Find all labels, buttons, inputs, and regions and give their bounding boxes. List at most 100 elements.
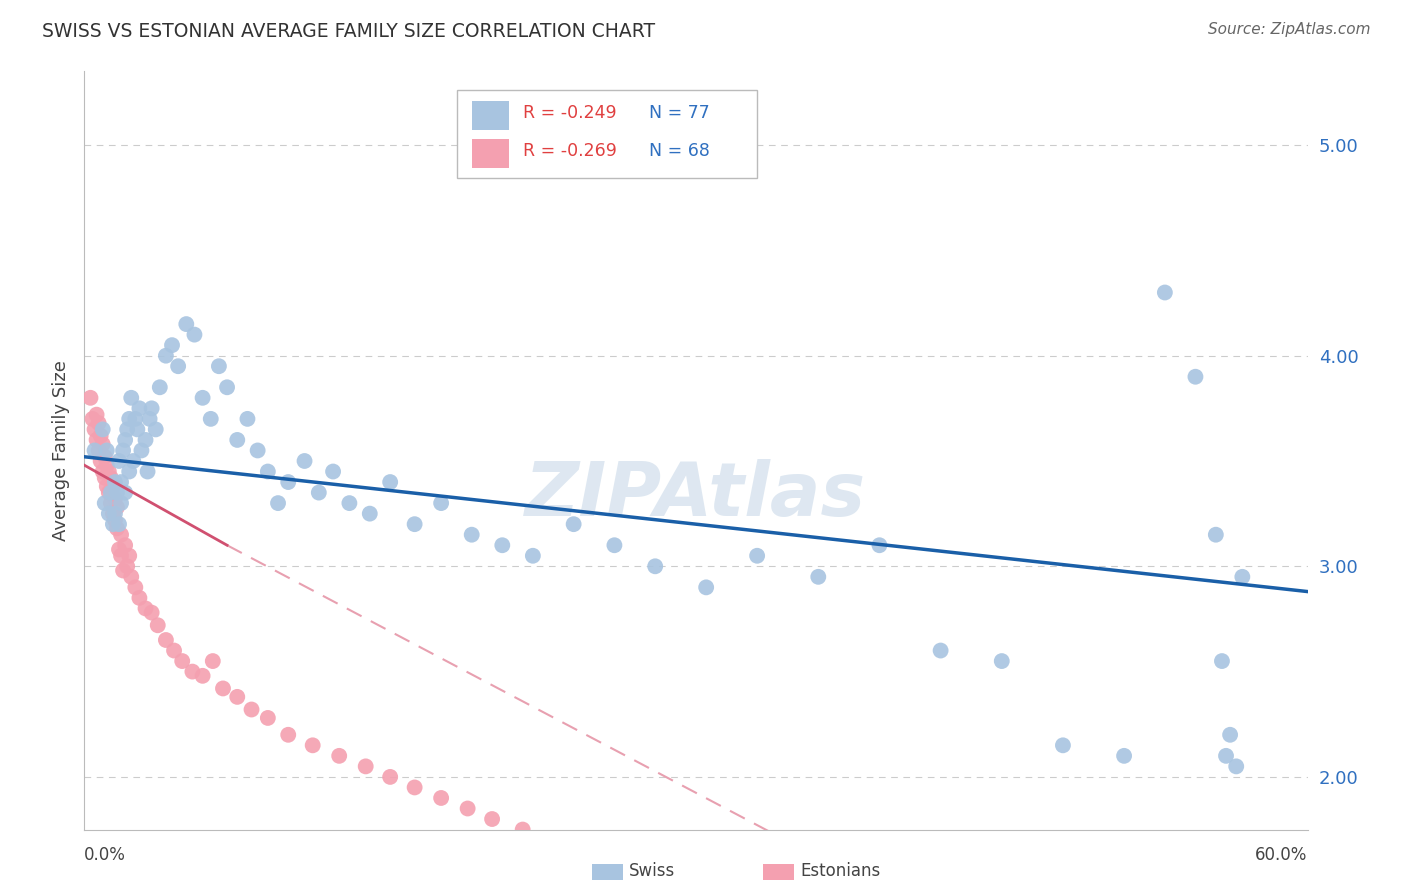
Point: [115, 559, 138, 574]
Point: [118, 465, 141, 479]
Point: [257, 711, 280, 725]
Text: R = -0.249: R = -0.249: [523, 104, 617, 122]
Text: R = -0.269: R = -0.269: [523, 142, 617, 160]
Point: [118, 549, 141, 563]
Point: [1205, 527, 1227, 541]
Point: [404, 517, 426, 532]
Point: [634, 864, 657, 879]
Text: 60.0%: 60.0%: [1256, 847, 1308, 864]
Point: [226, 433, 249, 447]
Point: [114, 433, 136, 447]
Point: [212, 681, 235, 696]
Point: [83, 422, 105, 436]
Point: [104, 513, 127, 527]
Point: [695, 580, 717, 594]
Point: [105, 500, 128, 515]
Point: [457, 801, 479, 815]
Point: [1184, 369, 1206, 384]
Point: [217, 380, 239, 394]
Point: [79, 391, 101, 405]
Point: [572, 844, 595, 858]
Point: [118, 412, 141, 426]
Point: [91, 437, 114, 451]
Point: [93, 450, 115, 464]
Point: [929, 643, 952, 657]
Point: [200, 412, 222, 426]
Point: [101, 479, 124, 493]
Point: [430, 791, 453, 805]
Point: [665, 875, 688, 889]
Point: [240, 702, 263, 716]
Point: [124, 412, 146, 426]
Point: [191, 391, 214, 405]
Point: [91, 465, 114, 479]
Point: [136, 465, 159, 479]
Point: [82, 412, 104, 426]
Text: Estonians: Estonians: [800, 863, 880, 880]
Point: [491, 538, 513, 552]
Point: [562, 517, 585, 532]
Text: Source: ZipAtlas.com: Source: ZipAtlas.com: [1208, 22, 1371, 37]
Point: [1219, 728, 1241, 742]
Point: [110, 496, 132, 510]
Point: [1232, 570, 1254, 584]
Point: [101, 507, 124, 521]
Point: [257, 465, 280, 479]
Point: [115, 422, 138, 436]
Point: [277, 728, 299, 742]
Point: [101, 517, 124, 532]
Point: [328, 748, 350, 763]
Point: [695, 886, 717, 892]
Point: [91, 422, 114, 436]
Point: [603, 538, 626, 552]
Point: [167, 359, 190, 374]
Point: [354, 759, 377, 773]
Point: [183, 327, 205, 342]
Point: [138, 412, 160, 426]
Point: [208, 359, 231, 374]
Point: [380, 770, 402, 784]
Point: [644, 559, 666, 574]
Point: [308, 485, 330, 500]
Point: [543, 833, 565, 847]
Point: [87, 416, 110, 430]
Point: [163, 643, 186, 657]
Point: [110, 527, 132, 541]
Point: [93, 496, 115, 510]
Point: [96, 479, 118, 493]
Point: [294, 454, 316, 468]
Point: [120, 391, 142, 405]
Point: [172, 654, 194, 668]
Text: ZIPAtlas: ZIPAtlas: [526, 459, 866, 533]
Text: N = 77: N = 77: [650, 104, 710, 122]
Point: [141, 401, 163, 416]
Point: [1225, 759, 1247, 773]
Point: [128, 401, 150, 416]
Point: [1154, 285, 1177, 300]
Point: [108, 454, 131, 468]
Point: [96, 458, 118, 473]
Point: [96, 443, 118, 458]
Point: [380, 475, 402, 489]
Point: [135, 433, 157, 447]
Text: N = 68: N = 68: [650, 142, 710, 160]
Point: [110, 549, 132, 563]
Point: [145, 422, 167, 436]
Point: [322, 465, 344, 479]
Point: [155, 633, 177, 648]
Point: [87, 443, 110, 458]
Point: [112, 443, 135, 458]
Point: [991, 654, 1014, 668]
Point: [869, 538, 891, 552]
Point: [97, 485, 120, 500]
Point: [105, 521, 128, 535]
Point: [104, 475, 127, 489]
Point: [135, 601, 157, 615]
Text: Swiss: Swiss: [628, 863, 675, 880]
Point: [246, 443, 269, 458]
Point: [122, 454, 145, 468]
Point: [83, 443, 105, 458]
Bar: [763, 863, 794, 880]
Point: [100, 471, 122, 485]
Point: [522, 549, 544, 563]
